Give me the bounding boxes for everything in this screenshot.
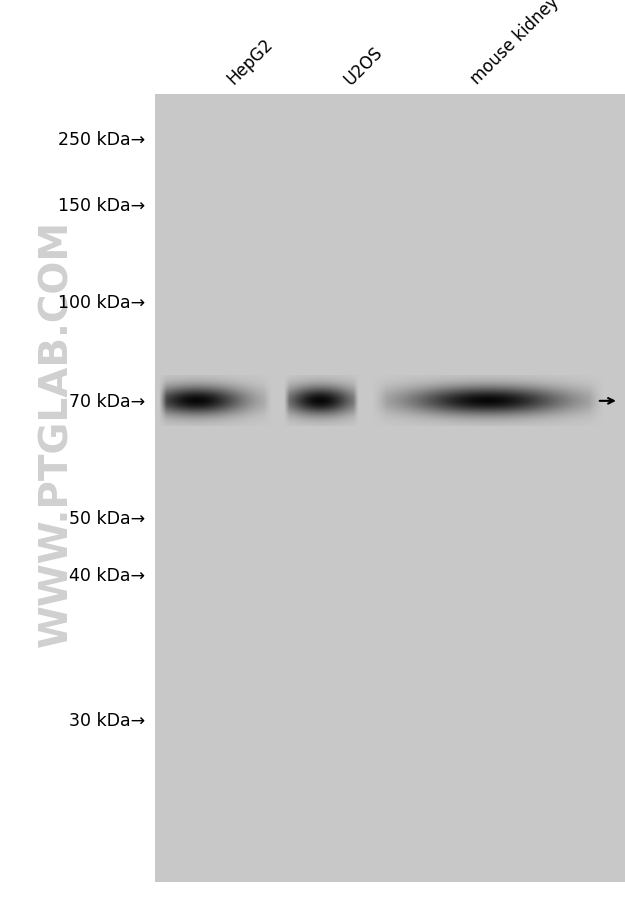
Text: 70 kDa→: 70 kDa→ [69,392,145,410]
Text: 50 kDa→: 50 kDa→ [69,510,145,528]
Text: 30 kDa→: 30 kDa→ [69,711,145,729]
Text: HepG2: HepG2 [224,35,276,88]
Text: 100 kDa→: 100 kDa→ [58,293,145,311]
Text: 250 kDa→: 250 kDa→ [58,131,145,149]
Text: mouse kidney: mouse kidney [468,0,562,88]
Text: 40 kDa→: 40 kDa→ [69,566,145,584]
Text: WWW.PTGLAB.COM: WWW.PTGLAB.COM [38,219,75,647]
Text: 150 kDa→: 150 kDa→ [58,197,145,215]
Bar [155,95,625,882]
Text: U2OS: U2OS [341,43,386,88]
